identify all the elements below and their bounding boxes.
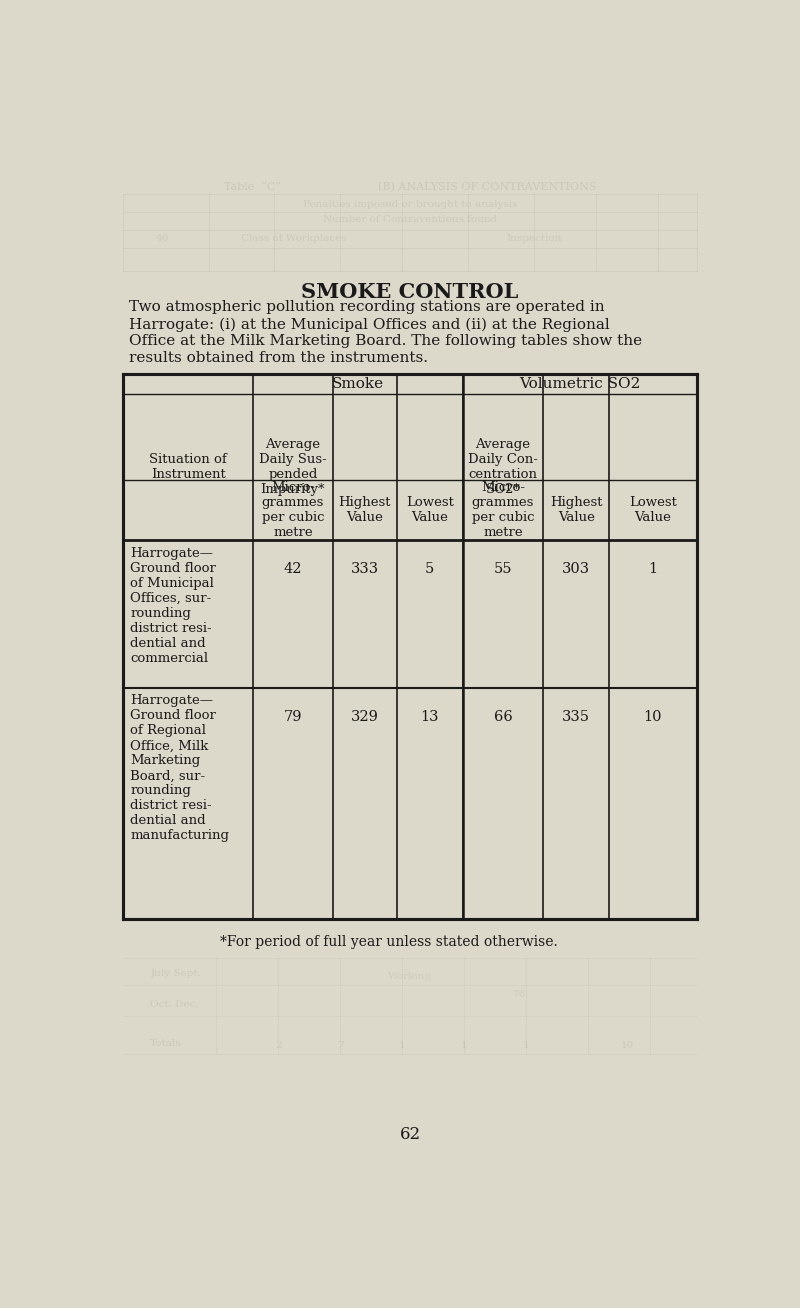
Text: Highest
Value: Highest Value [338, 497, 391, 525]
Text: Number of Contraventions found: Number of Contraventions found [323, 216, 497, 225]
Text: Office at the Milk Marketing Board. The following tables show the: Office at the Milk Marketing Board. The … [129, 334, 642, 348]
Text: 1: 1 [523, 1041, 530, 1050]
Text: 329: 329 [350, 710, 378, 723]
Bar [123, 374, 697, 920]
Text: Lowest
Value: Lowest Value [406, 497, 454, 525]
Text: 303: 303 [562, 562, 590, 576]
Text: Harrogate—
Ground floor
of Regional
Office, Milk
Marketing
Board, sur-
rounding
: Harrogate— Ground floor of Regional Offi… [130, 695, 230, 842]
Text: Average
Daily Sus-
pended
Impurity*: Average Daily Sus- pended Impurity* [259, 438, 327, 496]
Text: 7: 7 [337, 1041, 343, 1050]
Text: Totals: Totals [150, 1039, 182, 1048]
Text: (B) ANALYSIS OF CONTRAVENTIONS: (B) ANALYSIS OF CONTRAVENTIONS [378, 182, 596, 192]
Text: 55: 55 [494, 562, 512, 576]
Text: Average
Daily Con-
centration
SO2*: Average Daily Con- centration SO2* [468, 438, 538, 496]
Text: Inspection: Inspection [506, 234, 562, 243]
Text: 13: 13 [421, 710, 439, 723]
Text: *For period of full year unless stated otherwise.: *For period of full year unless stated o… [220, 935, 558, 948]
Text: Class of Workplaces: Class of Workplaces [241, 234, 346, 243]
Text: 1: 1 [648, 562, 658, 576]
Text: Harrogate: (i) at the Municipal Offices and (ii) at the Regional: Harrogate: (i) at the Municipal Offices … [129, 317, 610, 331]
Text: 2: 2 [275, 1041, 282, 1050]
Text: Volumetric SO2: Volumetric SO2 [519, 377, 641, 391]
Text: 335: 335 [562, 710, 590, 723]
Text: SMOKE CONTROL: SMOKE CONTROL [302, 281, 518, 302]
Text: 79: 79 [284, 710, 302, 723]
Text: Micro-
grammes
per cubic
metre: Micro- grammes per cubic metre [262, 481, 324, 539]
Text: Table  “C”: Table “C” [224, 182, 281, 191]
Text: Highest
Value: Highest Value [550, 497, 602, 525]
Text: 10: 10 [620, 1041, 634, 1050]
Text: Oct. Dec.: Oct. Dec. [150, 1001, 199, 1008]
Text: results obtained from the instruments.: results obtained from the instruments. [129, 351, 428, 365]
Text: 1: 1 [399, 1041, 406, 1050]
Text: Harrogate—
Ground floor
of Municipal
Offices, sur-
rounding
district resi-
denti: Harrogate— Ground floor of Municipal Off… [130, 547, 216, 664]
Text: 5: 5 [425, 562, 434, 576]
Text: Lowest
Value: Lowest Value [629, 497, 677, 525]
Text: 46: 46 [155, 234, 169, 243]
Text: Smoke: Smoke [332, 377, 384, 391]
Text: 66: 66 [494, 710, 512, 723]
Text: 1: 1 [461, 1041, 467, 1050]
Text: July Sept.: July Sept. [150, 969, 202, 978]
Text: 42: 42 [284, 562, 302, 576]
Text: Situation of
Instrument: Situation of Instrument [150, 454, 227, 481]
Text: 10: 10 [644, 710, 662, 723]
Text: Working: Working [388, 972, 432, 981]
Text: 76: 76 [512, 990, 525, 999]
Text: Micro-
grammes
per cubic
metre: Micro- grammes per cubic metre [472, 481, 534, 539]
Text: Two atmospheric pollution recording stations are operated in: Two atmospheric pollution recording stat… [129, 300, 604, 314]
Text: 62: 62 [399, 1126, 421, 1143]
Text: Penalties imposed or brought to analysis: Penalties imposed or brought to analysis [303, 200, 517, 209]
Text: 333: 333 [350, 562, 378, 576]
